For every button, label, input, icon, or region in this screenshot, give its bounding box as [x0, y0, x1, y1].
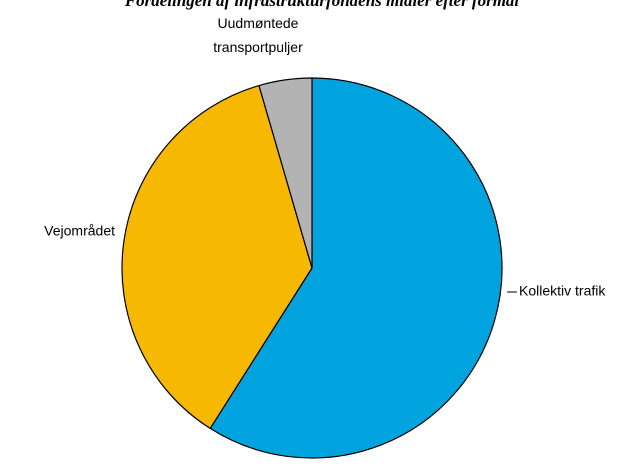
pie-slice-3 — [258, 77, 313, 269]
pie-slice-1 — [209, 77, 503, 459]
chart-title: Fordelingen af infrastrukturfondens midl… — [124, 0, 520, 10]
pie-slice-2 — [121, 84, 313, 430]
slice-label-3: Uudmøntede transportpuljer — [213, 15, 303, 55]
slice-label-2: Vejområdet — [44, 223, 115, 239]
slice-label-1: Kollektiv trafik — [519, 283, 606, 299]
